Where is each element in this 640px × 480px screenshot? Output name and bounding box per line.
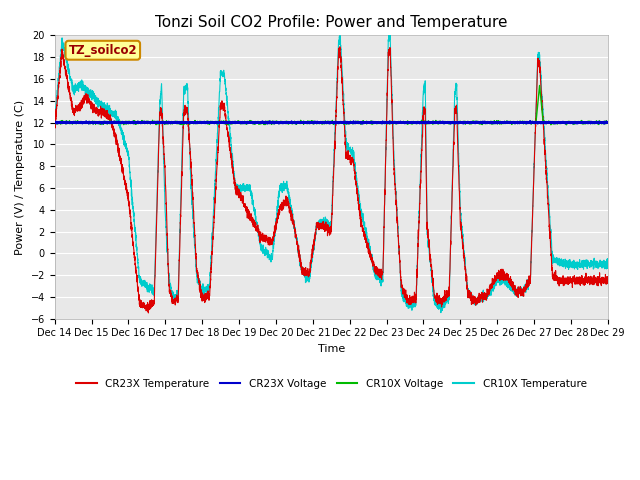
- Text: TZ_soilco2: TZ_soilco2: [68, 44, 137, 57]
- Legend: CR23X Temperature, CR23X Voltage, CR10X Voltage, CR10X Temperature: CR23X Temperature, CR23X Voltage, CR10X …: [72, 374, 591, 393]
- X-axis label: Time: Time: [317, 344, 345, 354]
- Title: Tonzi Soil CO2 Profile: Power and Temperature: Tonzi Soil CO2 Profile: Power and Temper…: [155, 15, 508, 30]
- Y-axis label: Power (V) / Temperature (C): Power (V) / Temperature (C): [15, 99, 25, 254]
